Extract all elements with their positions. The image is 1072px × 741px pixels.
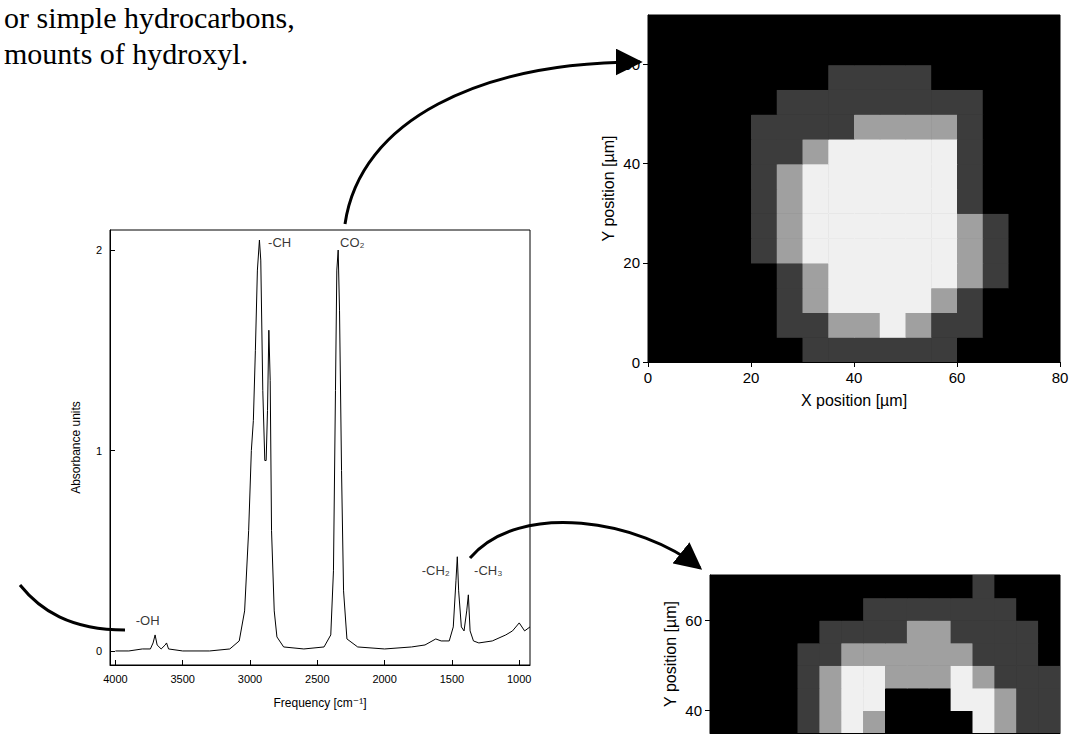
- svg-text:60: 60: [685, 612, 702, 629]
- svg-text:0: 0: [96, 645, 102, 657]
- svg-text:40: 40: [685, 702, 702, 719]
- svg-text:60: 60: [623, 56, 640, 73]
- svg-text:-OH: -OH: [136, 613, 160, 628]
- svg-text:40: 40: [623, 155, 640, 172]
- svg-text:3500: 3500: [170, 673, 194, 685]
- svg-text:4000: 4000: [103, 673, 127, 685]
- html-text:mounts of hydroxyl.: mounts of hydroxyl.: [4, 37, 249, 70]
- svg-text:-CH₃: -CH₃: [474, 563, 502, 578]
- svg-text:CO₂: CO₂: [340, 235, 365, 250]
- svg-text:Absorbance units: Absorbance units: [69, 401, 83, 494]
- svg-text:80: 80: [1052, 369, 1069, 386]
- svg-text:Frequency [cm⁻¹]: Frequency [cm⁻¹]: [273, 696, 366, 710]
- svg-text:1000: 1000: [507, 673, 531, 685]
- svg-text:Y position [µm]: Y position [µm]: [600, 136, 617, 242]
- svg-text:60: 60: [949, 369, 966, 386]
- svg-text:-CH₂: -CH₂: [422, 563, 450, 578]
- svg-text:1500: 1500: [440, 673, 464, 685]
- svg-text:2: 2: [96, 244, 102, 256]
- svg-text:-CH: -CH: [268, 235, 291, 250]
- svg-text:0: 0: [644, 369, 652, 386]
- svg-text:X position [µm]: X position [µm]: [801, 392, 907, 409]
- svg-text:2000: 2000: [372, 673, 396, 685]
- svg-text:Y position [µm]: Y position [µm]: [662, 601, 679, 707]
- html-text:or simple hydrocarbons,: or simple hydrocarbons,: [4, 1, 295, 34]
- svg-text:0: 0: [632, 354, 640, 371]
- svg-text:20: 20: [623, 254, 640, 271]
- svg-text:40: 40: [846, 369, 863, 386]
- svg-text:2500: 2500: [305, 673, 329, 685]
- svg-text:3000: 3000: [238, 673, 262, 685]
- svg-text:20: 20: [743, 369, 760, 386]
- svg-text:1: 1: [96, 445, 102, 457]
